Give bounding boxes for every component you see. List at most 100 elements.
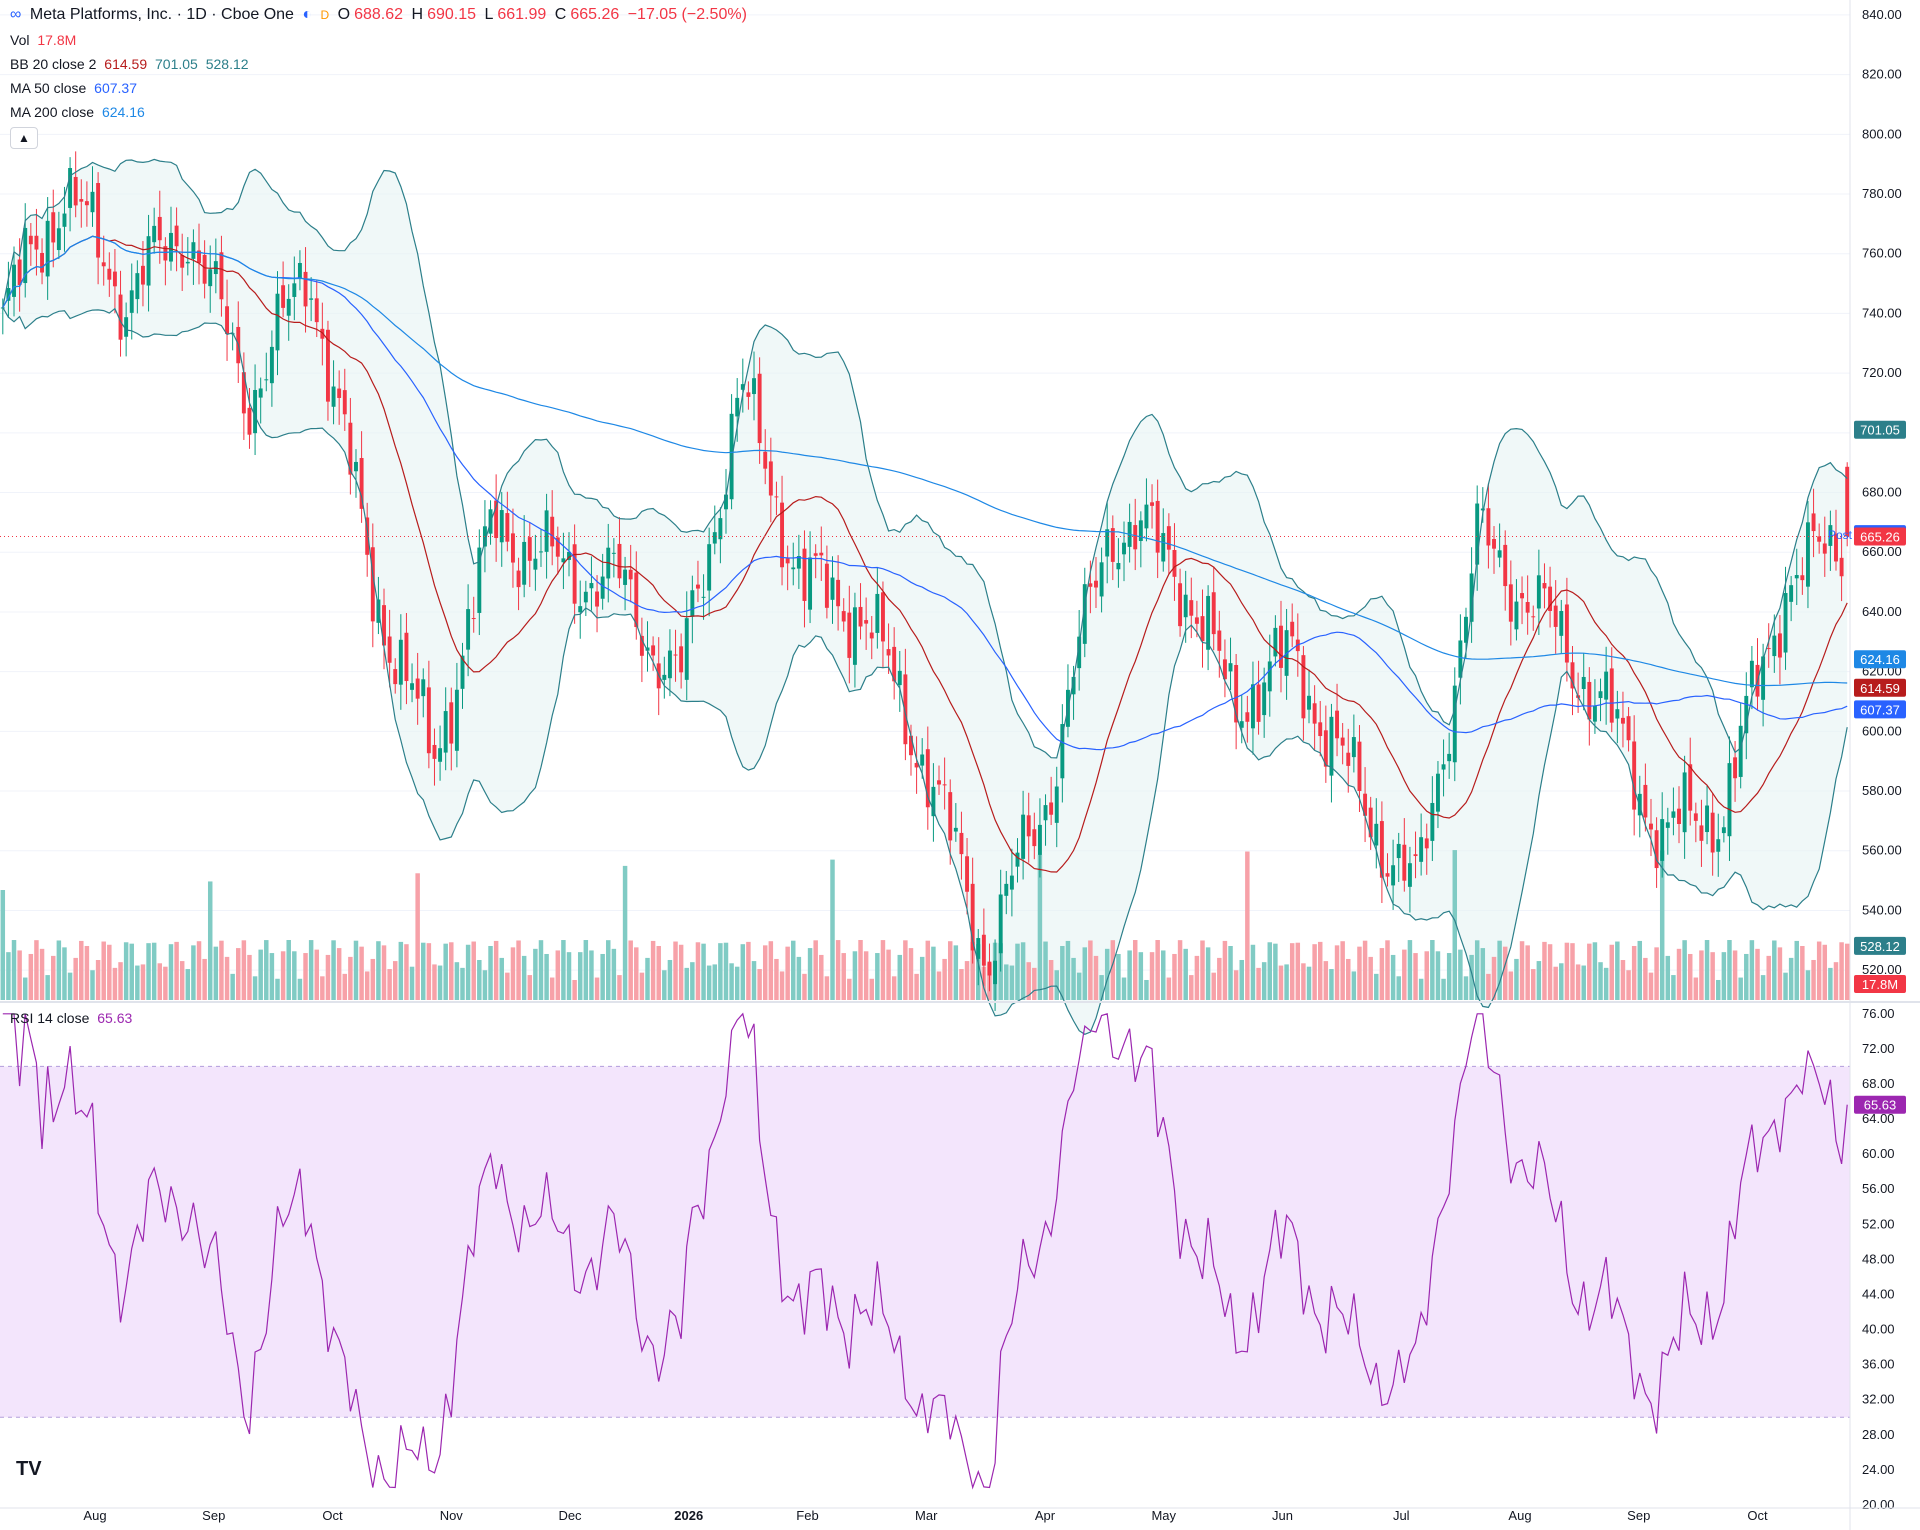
volume-bar <box>583 940 589 1000</box>
candle-body <box>701 596 706 598</box>
candle-body <box>438 748 443 762</box>
volume-bar <box>1390 954 1396 1000</box>
candle-body <box>1497 550 1502 558</box>
candle-body <box>852 607 857 665</box>
candle-body <box>886 649 891 656</box>
candle-body <box>1323 730 1328 767</box>
candle-body <box>1536 575 1541 609</box>
volume-bar <box>521 955 527 1000</box>
candle-body <box>948 792 953 841</box>
high-label: H <box>411 6 424 23</box>
volume-bar <box>95 959 101 1000</box>
candle-body <box>404 632 409 682</box>
candle-body <box>1592 705 1597 722</box>
volume-bar <box>897 954 903 1000</box>
volume-bar <box>22 977 28 1000</box>
symbol-header[interactable]: ∞ Meta Platforms, Inc. · 1D · Cboe One ◐… <box>10 6 751 24</box>
volume-bar <box>656 945 661 1000</box>
volume-bar <box>886 949 891 1000</box>
volume-bar <box>1828 967 1833 1000</box>
candle-body <box>634 572 639 628</box>
price-tick-label: 580.00 <box>1862 783 1902 798</box>
chevron-up-icon[interactable]: ▲ <box>10 127 38 149</box>
candle-body <box>981 934 986 966</box>
candle-body <box>1279 625 1283 668</box>
time-tick-label: Jun <box>1272 1508 1293 1523</box>
volume-bar <box>858 940 863 1000</box>
volume-bar <box>1060 945 1065 1000</box>
volume-bar <box>79 940 84 1000</box>
volume-bar <box>1289 943 1295 1000</box>
volume-bar <box>1587 943 1592 1000</box>
volume-bar <box>252 976 258 1000</box>
candle-body <box>466 609 471 650</box>
volume-bar <box>275 978 280 1000</box>
volume-bar <box>1245 851 1250 1000</box>
volume-bar <box>1766 955 1771 1000</box>
candle-body <box>387 636 392 663</box>
candle-body <box>191 242 196 259</box>
volume-bar <box>1732 950 1738 1000</box>
candle-body <box>595 591 600 607</box>
volume-bar <box>998 943 1003 1000</box>
volume-bar <box>1334 945 1340 1000</box>
candle-body <box>146 236 151 286</box>
candle-body <box>780 502 785 568</box>
volume-bar <box>1323 961 1329 1000</box>
candle-body <box>544 510 549 552</box>
candle-body <box>1660 819 1665 861</box>
bb-lower-value: 528.12 <box>205 56 249 72</box>
bb-lower-line <box>2 307 1848 1035</box>
volume-bar <box>1351 971 1357 1000</box>
bb-legend[interactable]: BB 20 close 2 614.59 701.05 528.12 <box>10 56 253 72</box>
candle-body <box>931 786 936 817</box>
candle-body <box>303 271 308 307</box>
volume-bar <box>56 940 62 1000</box>
candle-body <box>202 254 207 284</box>
volume-bar <box>662 970 667 1000</box>
candle-body <box>1811 513 1816 532</box>
candle-body <box>1290 621 1295 637</box>
volume-bar <box>863 951 869 1000</box>
volume-bar <box>1491 956 1497 1000</box>
ma200-badge-bg <box>1854 650 1906 669</box>
volume-bar <box>925 940 931 1000</box>
candle-body <box>1194 617 1199 624</box>
price-tick-label: 540.00 <box>1862 902 1902 917</box>
volume-bar <box>1452 850 1458 1000</box>
volume-bar <box>477 960 482 1000</box>
candle-body <box>1133 525 1138 550</box>
candle-body <box>539 551 543 553</box>
volume-bar <box>1788 957 1794 1000</box>
candle-body <box>163 246 168 261</box>
rsi-tick-label: 32.00 <box>1862 1392 1895 1407</box>
tradingview-logo-icon[interactable]: TV <box>16 1458 42 1480</box>
candle-body <box>1604 671 1609 700</box>
time-tick-label: Sep <box>202 1508 225 1523</box>
rsi-tick-label: 36.00 <box>1862 1357 1895 1372</box>
volume-bar <box>1502 946 1508 1000</box>
candle-body <box>1789 585 1794 602</box>
candle-body <box>460 655 465 689</box>
candle-body <box>757 373 762 444</box>
volume-legend[interactable]: Vol 17.8M <box>10 32 80 48</box>
candle-body <box>864 620 869 624</box>
volume-bar <box>1575 964 1581 1000</box>
price-tick-label: 680.00 <box>1862 485 1902 500</box>
candle-body <box>51 212 56 243</box>
volume-bar <box>1329 969 1334 1000</box>
candle-body <box>567 551 571 560</box>
candle-body <box>572 544 577 604</box>
ma50-legend[interactable]: MA 50 close 607.37 <box>10 80 141 96</box>
candle-body <box>1721 827 1726 834</box>
candle-body <box>1783 592 1788 653</box>
volume-bar <box>409 966 415 1000</box>
ma200-legend[interactable]: MA 200 close 624.16 <box>10 104 149 120</box>
rsi-legend[interactable]: RSI 14 close 65.63 <box>10 1010 136 1026</box>
volume-bar <box>706 965 712 1000</box>
volume-bar <box>1508 971 1514 1000</box>
symbol-title[interactable]: Meta Platforms, Inc. · 1D · Cboe One <box>29 6 294 23</box>
candle-body <box>1531 616 1536 618</box>
candle-body <box>1217 630 1222 651</box>
